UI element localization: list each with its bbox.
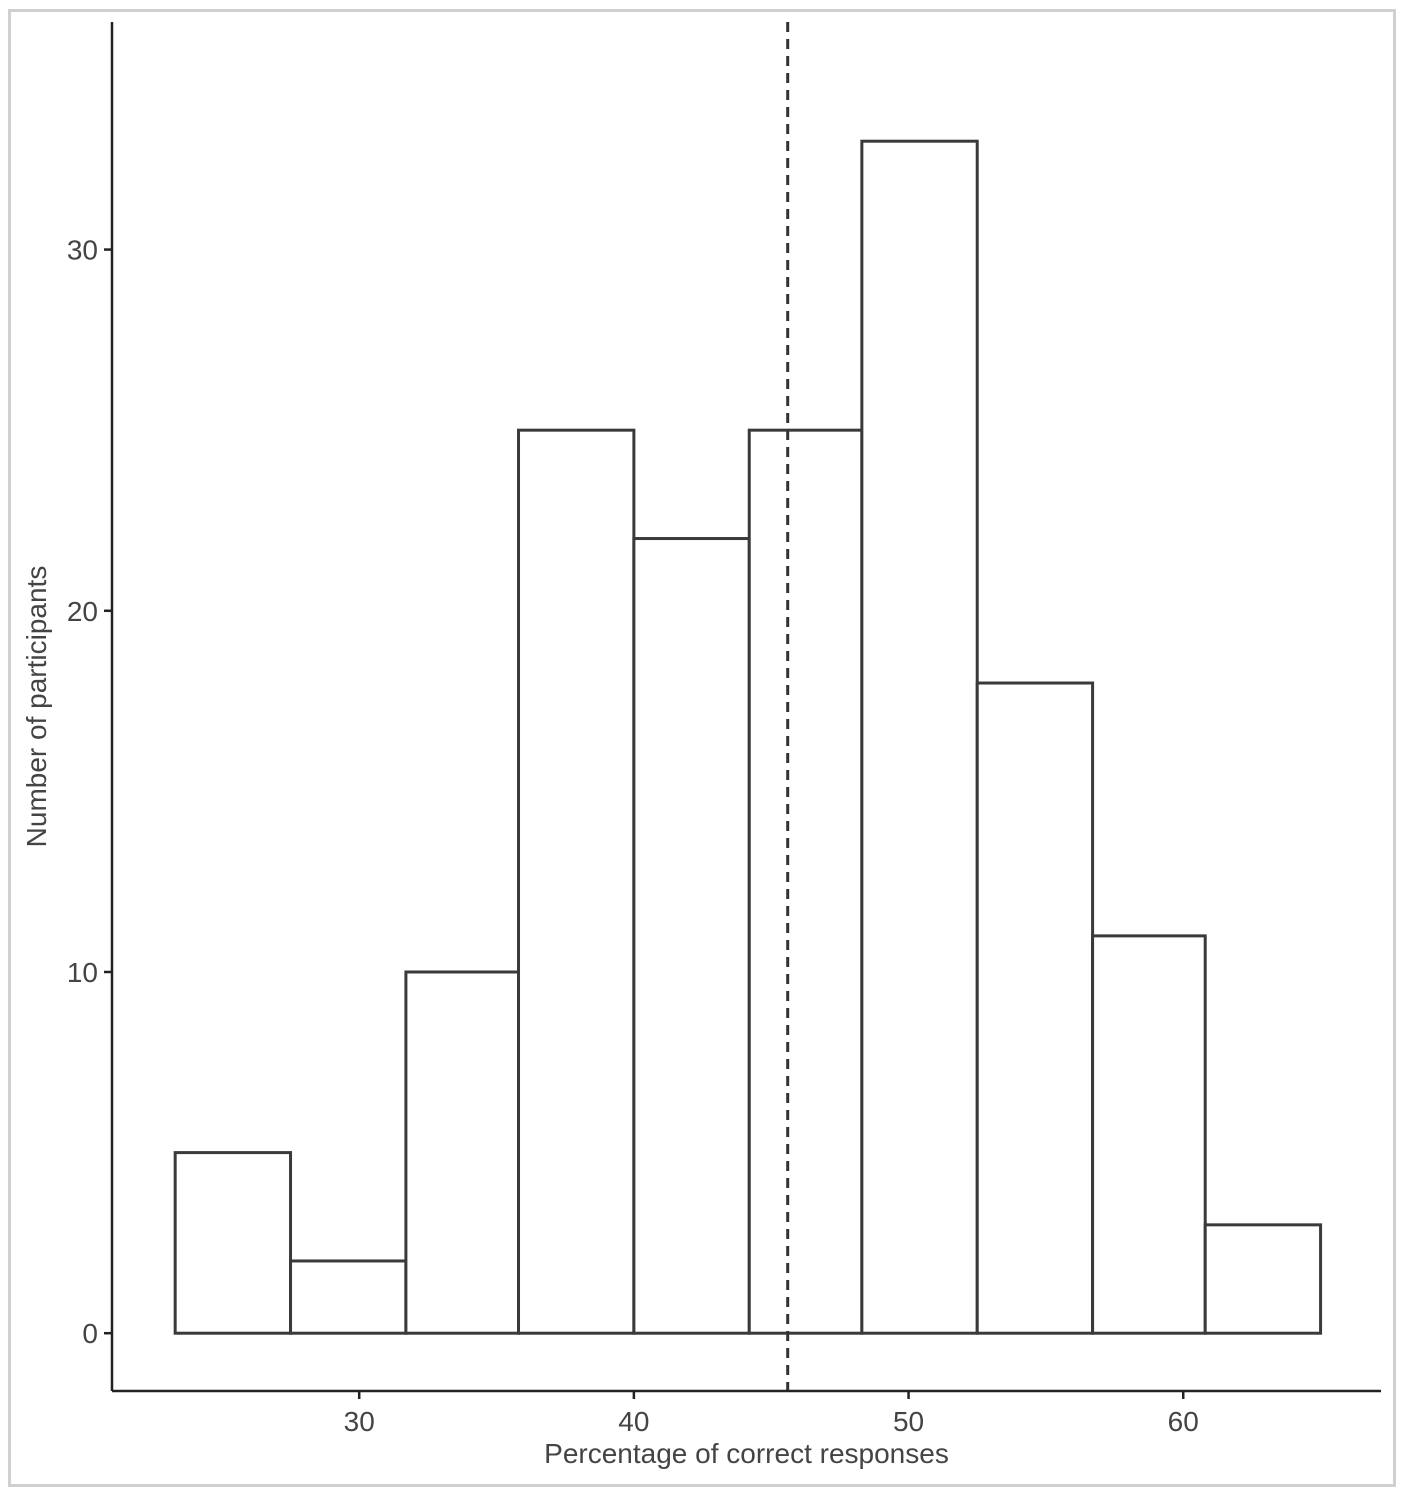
- histogram-bar-10: [1203, 1223, 1323, 1335]
- y-tick-label: 10: [67, 957, 98, 988]
- histogram-bar-8: [975, 681, 1095, 1335]
- bars-group: [173, 139, 1323, 1335]
- y-tick-label: 30: [67, 235, 98, 266]
- histogram-bar-3: [404, 970, 521, 1335]
- histogram-bar-6: [747, 428, 864, 1335]
- histogram-bar-5: [632, 537, 751, 1335]
- histogram-bar-7: [860, 139, 979, 1335]
- y-tick-label: 20: [67, 596, 98, 627]
- x-ticks-group: 30 40 50 60: [344, 1391, 1199, 1437]
- x-tick-label: 40: [618, 1406, 649, 1437]
- figure-border: [8, 9, 1396, 1487]
- y-ticks-group: 0 10 20 30: [67, 235, 112, 1349]
- histogram-bar-2: [289, 1259, 408, 1335]
- x-tick-label: 50: [893, 1406, 924, 1437]
- y-axis-title: Number of participants: [21, 566, 52, 848]
- histogram-bar-1: [173, 1151, 293, 1335]
- x-axis-title: Percentage of correct responses: [544, 1438, 949, 1469]
- y-tick-label: 0: [82, 1318, 98, 1349]
- histogram-bar-4: [517, 428, 636, 1335]
- x-tick-label: 60: [1168, 1406, 1199, 1437]
- histogram-bar-9: [1091, 934, 1207, 1335]
- x-tick-label: 30: [344, 1406, 375, 1437]
